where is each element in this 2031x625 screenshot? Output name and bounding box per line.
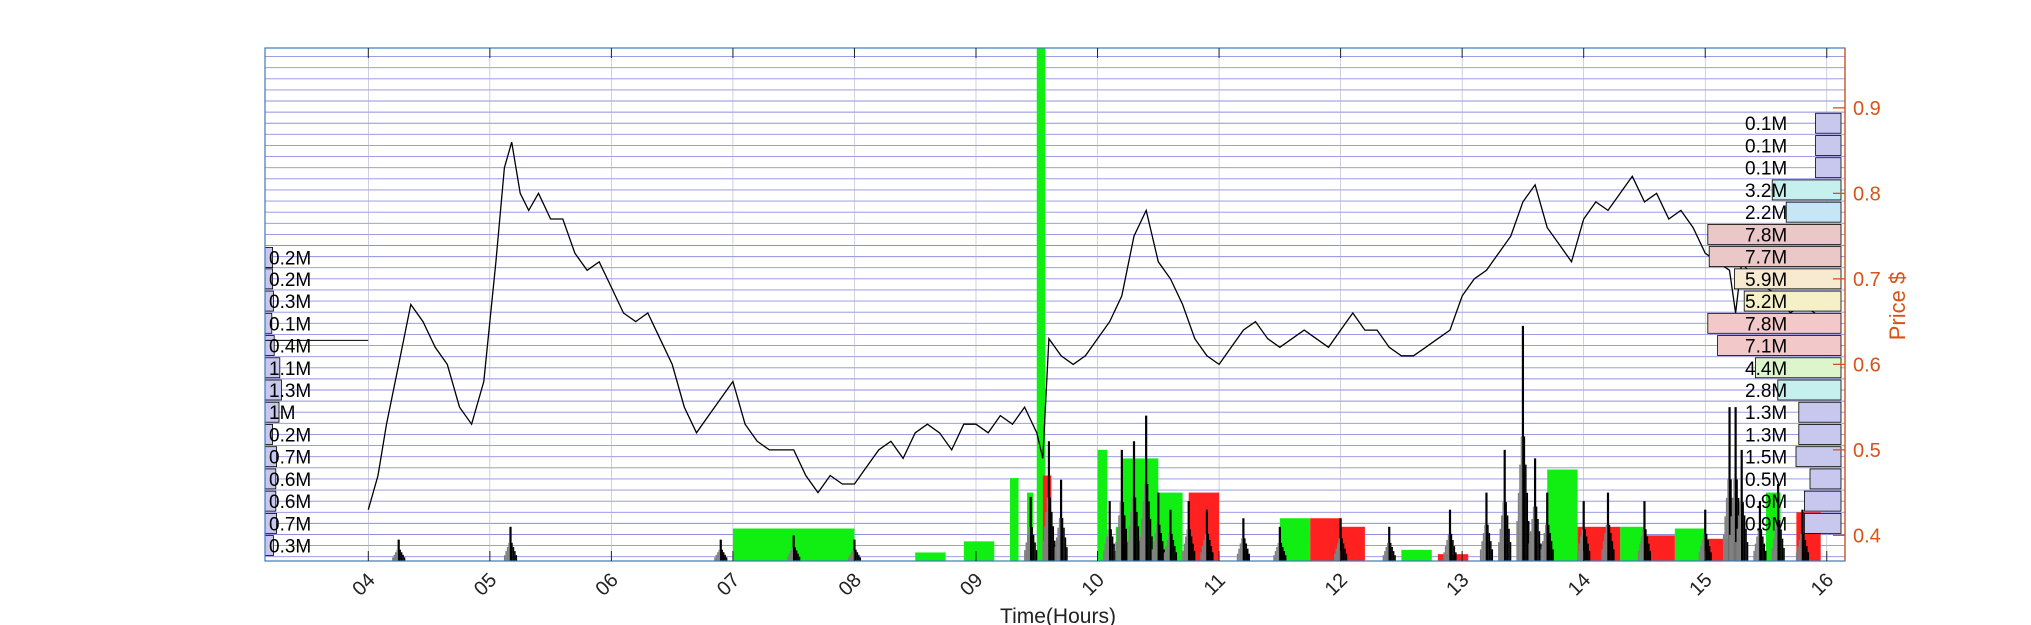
right-profile-label: 1.3M xyxy=(1745,403,1787,424)
left-profile-label: 0.2M xyxy=(269,270,311,291)
x-tick-label: 11 xyxy=(1200,570,1230,600)
x-tick-label: 14 xyxy=(1564,569,1595,600)
right-profile-label: 2.8M xyxy=(1745,381,1787,402)
left-profile-label: 0.7M xyxy=(269,448,311,469)
y-tick-label: 0.4 xyxy=(1853,525,1881,547)
right-profile-bar xyxy=(1795,446,1842,468)
price-line xyxy=(367,141,1828,510)
left-profile-label: 0.1M xyxy=(269,314,311,335)
left-profile-label: 0.3M xyxy=(269,537,311,558)
right-profile-bar xyxy=(1743,290,1842,312)
right-profile-label: 0.1M xyxy=(1745,159,1787,180)
right-profile-label: 5.2M xyxy=(1745,292,1787,313)
right-profile-label: 7.8M xyxy=(1745,225,1787,246)
right-profile-bar xyxy=(1798,401,1842,423)
right-profile-bar xyxy=(1707,223,1842,245)
x-tick-label: 16 xyxy=(1807,569,1838,600)
green-volume-block xyxy=(963,541,995,561)
left-profile-label: 0.7M xyxy=(269,514,311,535)
x-tick-label: 04 xyxy=(348,569,379,600)
right-profile-label: 7.7M xyxy=(1745,248,1787,269)
right-profile-bar xyxy=(1798,424,1842,445)
right-profile-label: 0.9M xyxy=(1745,514,1787,535)
left-profile-label: 1.3M xyxy=(269,381,311,402)
right-profile-label: 4.4M xyxy=(1745,359,1787,380)
right-profile-label: 7.1M xyxy=(1745,337,1787,358)
right-profile-label: 0.5M xyxy=(1745,470,1787,491)
right-profile-bar xyxy=(1815,135,1842,156)
green-volume-block xyxy=(1010,478,1019,561)
green-volume-block xyxy=(1097,449,1108,561)
right-profile-bar xyxy=(1777,379,1842,401)
x-tick-label: 05 xyxy=(470,569,501,600)
right-profile-bar xyxy=(1717,335,1842,356)
green-volume-block xyxy=(1036,48,1046,561)
right-volume-profile: 0.1M0.1M0.1M3.2M2.2M7.8M7.7M5.9M5.2M7.8M… xyxy=(1707,112,1842,535)
left-profile-label: 0.6M xyxy=(269,492,311,513)
y-tick-label: 0.7 xyxy=(1853,269,1881,291)
right-profile-label: 0.1M xyxy=(1745,136,1787,157)
green-volume-block xyxy=(1401,549,1432,561)
right-profile-label: 0.1M xyxy=(1745,114,1787,135)
plot-frame xyxy=(264,47,1846,562)
x-axis: 04 05 06 07 08 09 10 11 12 13 14 15 16 xyxy=(348,48,1838,600)
y-tick-label: 0.6 xyxy=(1853,354,1881,376)
x-tick-label: 08 xyxy=(835,569,866,600)
left-profile-label: 0.2M xyxy=(269,248,311,269)
left-profile-label: 1M xyxy=(269,403,295,424)
y-axis-title: Price $ xyxy=(1885,272,1910,340)
y-tick-label: 0.8 xyxy=(1853,183,1881,205)
y-tick-label: 0.5 xyxy=(1853,440,1881,462)
left-profile-label: 0.3M xyxy=(269,292,311,313)
left-profile-label: 0.2M xyxy=(269,425,311,446)
x-tick-label: 13 xyxy=(1442,569,1473,600)
x-tick-label: 10 xyxy=(1078,569,1109,600)
green-volume-block xyxy=(915,552,946,561)
left-volume-profile: 0.2M0.2M0.3M0.1M0.4M1.1M1.3M1M0.2M0.7M0.… xyxy=(264,247,369,558)
right-profile-bar xyxy=(1707,312,1842,334)
right-profile-label: 2.2M xyxy=(1745,203,1787,224)
left-profile-label: 0.6M xyxy=(269,470,311,491)
right-profile-bar xyxy=(1755,357,1842,379)
right-profile-bar xyxy=(1804,512,1842,534)
x-tick-label: 12 xyxy=(1321,569,1352,600)
left-profile-label: 1.1M xyxy=(269,359,311,380)
right-profile-bar xyxy=(1785,201,1842,223)
right-profile-label: 0.9M xyxy=(1745,492,1787,513)
right-profile-bar xyxy=(1809,468,1842,490)
right-profile-label: 3.2M xyxy=(1745,181,1787,202)
x-tick-label: 07 xyxy=(713,569,744,600)
right-profile-bar xyxy=(1815,157,1842,179)
x-tick-label: 09 xyxy=(956,569,987,600)
right-profile-bar xyxy=(1804,490,1842,512)
x-axis-title: Time(Hours) xyxy=(1000,605,1116,625)
y-tick-label: 0.9 xyxy=(1853,98,1881,120)
green-volume-blocks xyxy=(732,48,1781,561)
grid-lines xyxy=(265,48,1845,561)
right-profile-bar xyxy=(1708,246,1842,268)
left-profile-label: 0.4M xyxy=(269,337,311,358)
volume-bars xyxy=(392,325,1810,561)
x-tick-label: 15 xyxy=(1685,569,1716,600)
price-series xyxy=(367,141,1828,510)
x-tick-label: 06 xyxy=(591,569,622,600)
right-profile-bar xyxy=(1771,179,1842,201)
right-profile-label: 7.8M xyxy=(1745,314,1787,335)
right-profile-label: 1.3M xyxy=(1745,425,1787,446)
y-axis-right: 0.4 0.5 0.6 0.7 0.8 0.9 xyxy=(1833,48,1881,561)
right-profile-label: 1.5M xyxy=(1745,448,1787,469)
right-profile-bar xyxy=(1815,112,1842,134)
right-profile-label: 5.9M xyxy=(1745,270,1787,291)
